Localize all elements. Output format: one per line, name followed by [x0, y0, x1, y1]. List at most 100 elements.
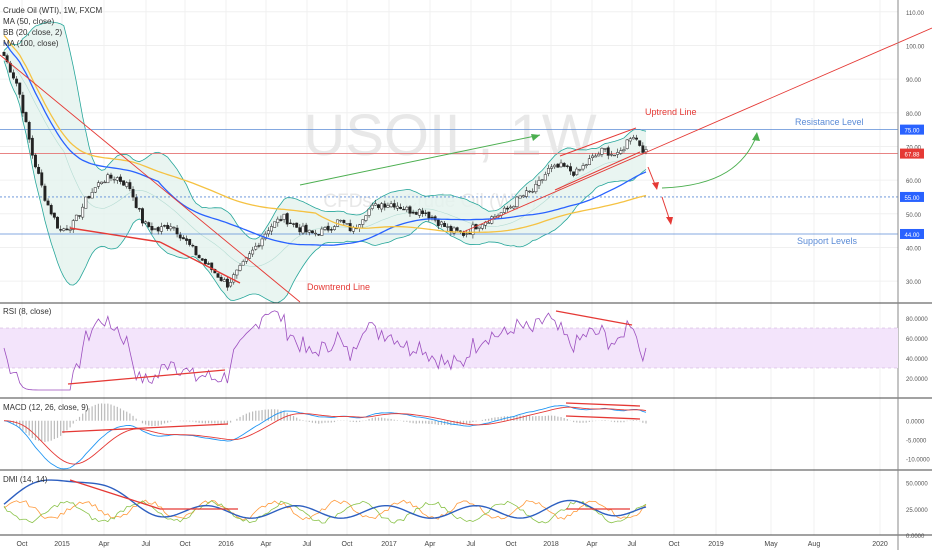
time-tick: 2018	[543, 541, 559, 548]
candle-body	[436, 219, 440, 226]
candle-body	[295, 222, 299, 228]
candle-body	[18, 82, 22, 95]
candle-body	[65, 228, 69, 231]
candle-body	[276, 218, 280, 224]
indicator-ma100[interactable]: MA (100, close)	[3, 39, 59, 48]
candle-body	[616, 152, 620, 155]
badge-75.00	[900, 124, 924, 135]
support-trendline-left	[69, 227, 161, 243]
candle-body	[452, 227, 456, 234]
dmi-pane: 50.0000 25.0000 0.0000	[3, 479, 928, 540]
candle-body	[424, 212, 428, 214]
candle-body	[30, 137, 34, 156]
channel-bottom	[554, 151, 641, 191]
candle-body	[644, 149, 648, 153]
drop-arrow-head-1	[652, 182, 659, 190]
green-arrow-head	[531, 134, 540, 141]
dmi-title[interactable]: DMI (14, 14)	[3, 475, 48, 484]
candle-body	[156, 227, 160, 232]
candle-body	[427, 211, 431, 219]
candle-body	[323, 227, 327, 230]
candle-body	[27, 122, 31, 140]
rsi-tick: 20.0000	[906, 377, 928, 383]
candle-body	[147, 222, 151, 227]
badge-text-67.88: 67.88	[904, 153, 920, 159]
candle-body	[175, 227, 179, 235]
candle-body	[134, 197, 138, 208]
grid-lines	[0, 0, 898, 535]
candle-body	[298, 227, 302, 233]
time-tick: 2019	[708, 541, 724, 548]
candle-body	[219, 276, 223, 281]
candle-body	[578, 169, 582, 171]
symbol-title[interactable]: Crude Oil (WTI), 1W, FXCM	[3, 6, 102, 15]
candle-body	[52, 212, 56, 218]
candle-body	[141, 208, 144, 224]
candle-body	[619, 150, 623, 154]
price-tick: 70.00	[906, 145, 922, 151]
time-tick: 2020	[872, 541, 888, 548]
bb-upper	[3, 21, 647, 240]
time-tick: Jul	[628, 541, 637, 548]
candle-body	[43, 185, 47, 201]
ma50-line	[3, 41, 647, 246]
candle-body	[392, 203, 396, 208]
candle-body	[307, 229, 311, 233]
candle-body	[266, 230, 270, 235]
candle-body	[87, 196, 91, 199]
candle-body	[197, 255, 201, 258]
candle-body	[235, 269, 239, 276]
green-arrow-line	[299, 134, 541, 186]
rsi-title[interactable]: RSI (8, close)	[3, 307, 52, 316]
candle-body	[361, 219, 365, 225]
rsi-divergence-right	[555, 310, 633, 326]
candle-body	[565, 165, 569, 167]
candle-body	[569, 166, 572, 172]
candle-body	[181, 237, 185, 240]
time-axis: Oct 2015 Apr Jul Oct 2016 Apr Jul Oct 2017 Apr Jul O…	[17, 541, 888, 548]
candle-body	[509, 206, 513, 209]
indicator-ma50[interactable]: MA (50, close)	[3, 17, 54, 26]
candle-body	[225, 278, 229, 288]
candle-body	[515, 196, 519, 208]
macd-title[interactable]: MACD (12, 26, close, 9)	[3, 403, 89, 412]
candle-body	[96, 182, 100, 187]
candle-body	[188, 239, 192, 245]
indicator-bb[interactable]: BB (20, close, 2)	[3, 28, 62, 37]
candle-body	[540, 179, 544, 181]
candle-body	[622, 149, 626, 152]
candle-body	[594, 155, 598, 158]
candle-body	[301, 225, 305, 234]
rsi-tick: 80.0000	[906, 317, 928, 323]
candle-body	[543, 174, 547, 181]
uptrend-line	[462, 27, 932, 233]
candle-body	[153, 228, 157, 230]
candle-body	[131, 189, 135, 198]
candle-body	[100, 181, 104, 185]
time-tick: Oct	[180, 541, 191, 548]
candle-body	[534, 184, 538, 193]
candle-body	[40, 172, 44, 186]
candle-body	[125, 182, 129, 187]
candle-body	[512, 206, 516, 209]
candle-body	[81, 206, 85, 218]
dmi-plus-line	[3, 499, 647, 521]
candle-body	[465, 233, 469, 235]
candle-body	[166, 224, 170, 229]
candle-body	[597, 153, 601, 157]
time-tick: 2016	[218, 541, 234, 548]
price-tick: 90.00	[906, 78, 922, 84]
macd-tick: -5.0000	[906, 439, 927, 445]
candle-body	[342, 220, 346, 224]
macd-tick: 0.0000	[906, 420, 925, 426]
price-tick: 30.00	[906, 280, 922, 286]
candle-body	[370, 204, 374, 209]
candle-body	[24, 112, 28, 122]
candle-body	[625, 139, 629, 149]
candle-body	[163, 225, 166, 227]
price-tick: 60.00	[906, 179, 922, 185]
candle-body	[112, 179, 116, 181]
candle-body	[128, 182, 132, 190]
rsi-tick: 60.0000	[906, 337, 928, 343]
